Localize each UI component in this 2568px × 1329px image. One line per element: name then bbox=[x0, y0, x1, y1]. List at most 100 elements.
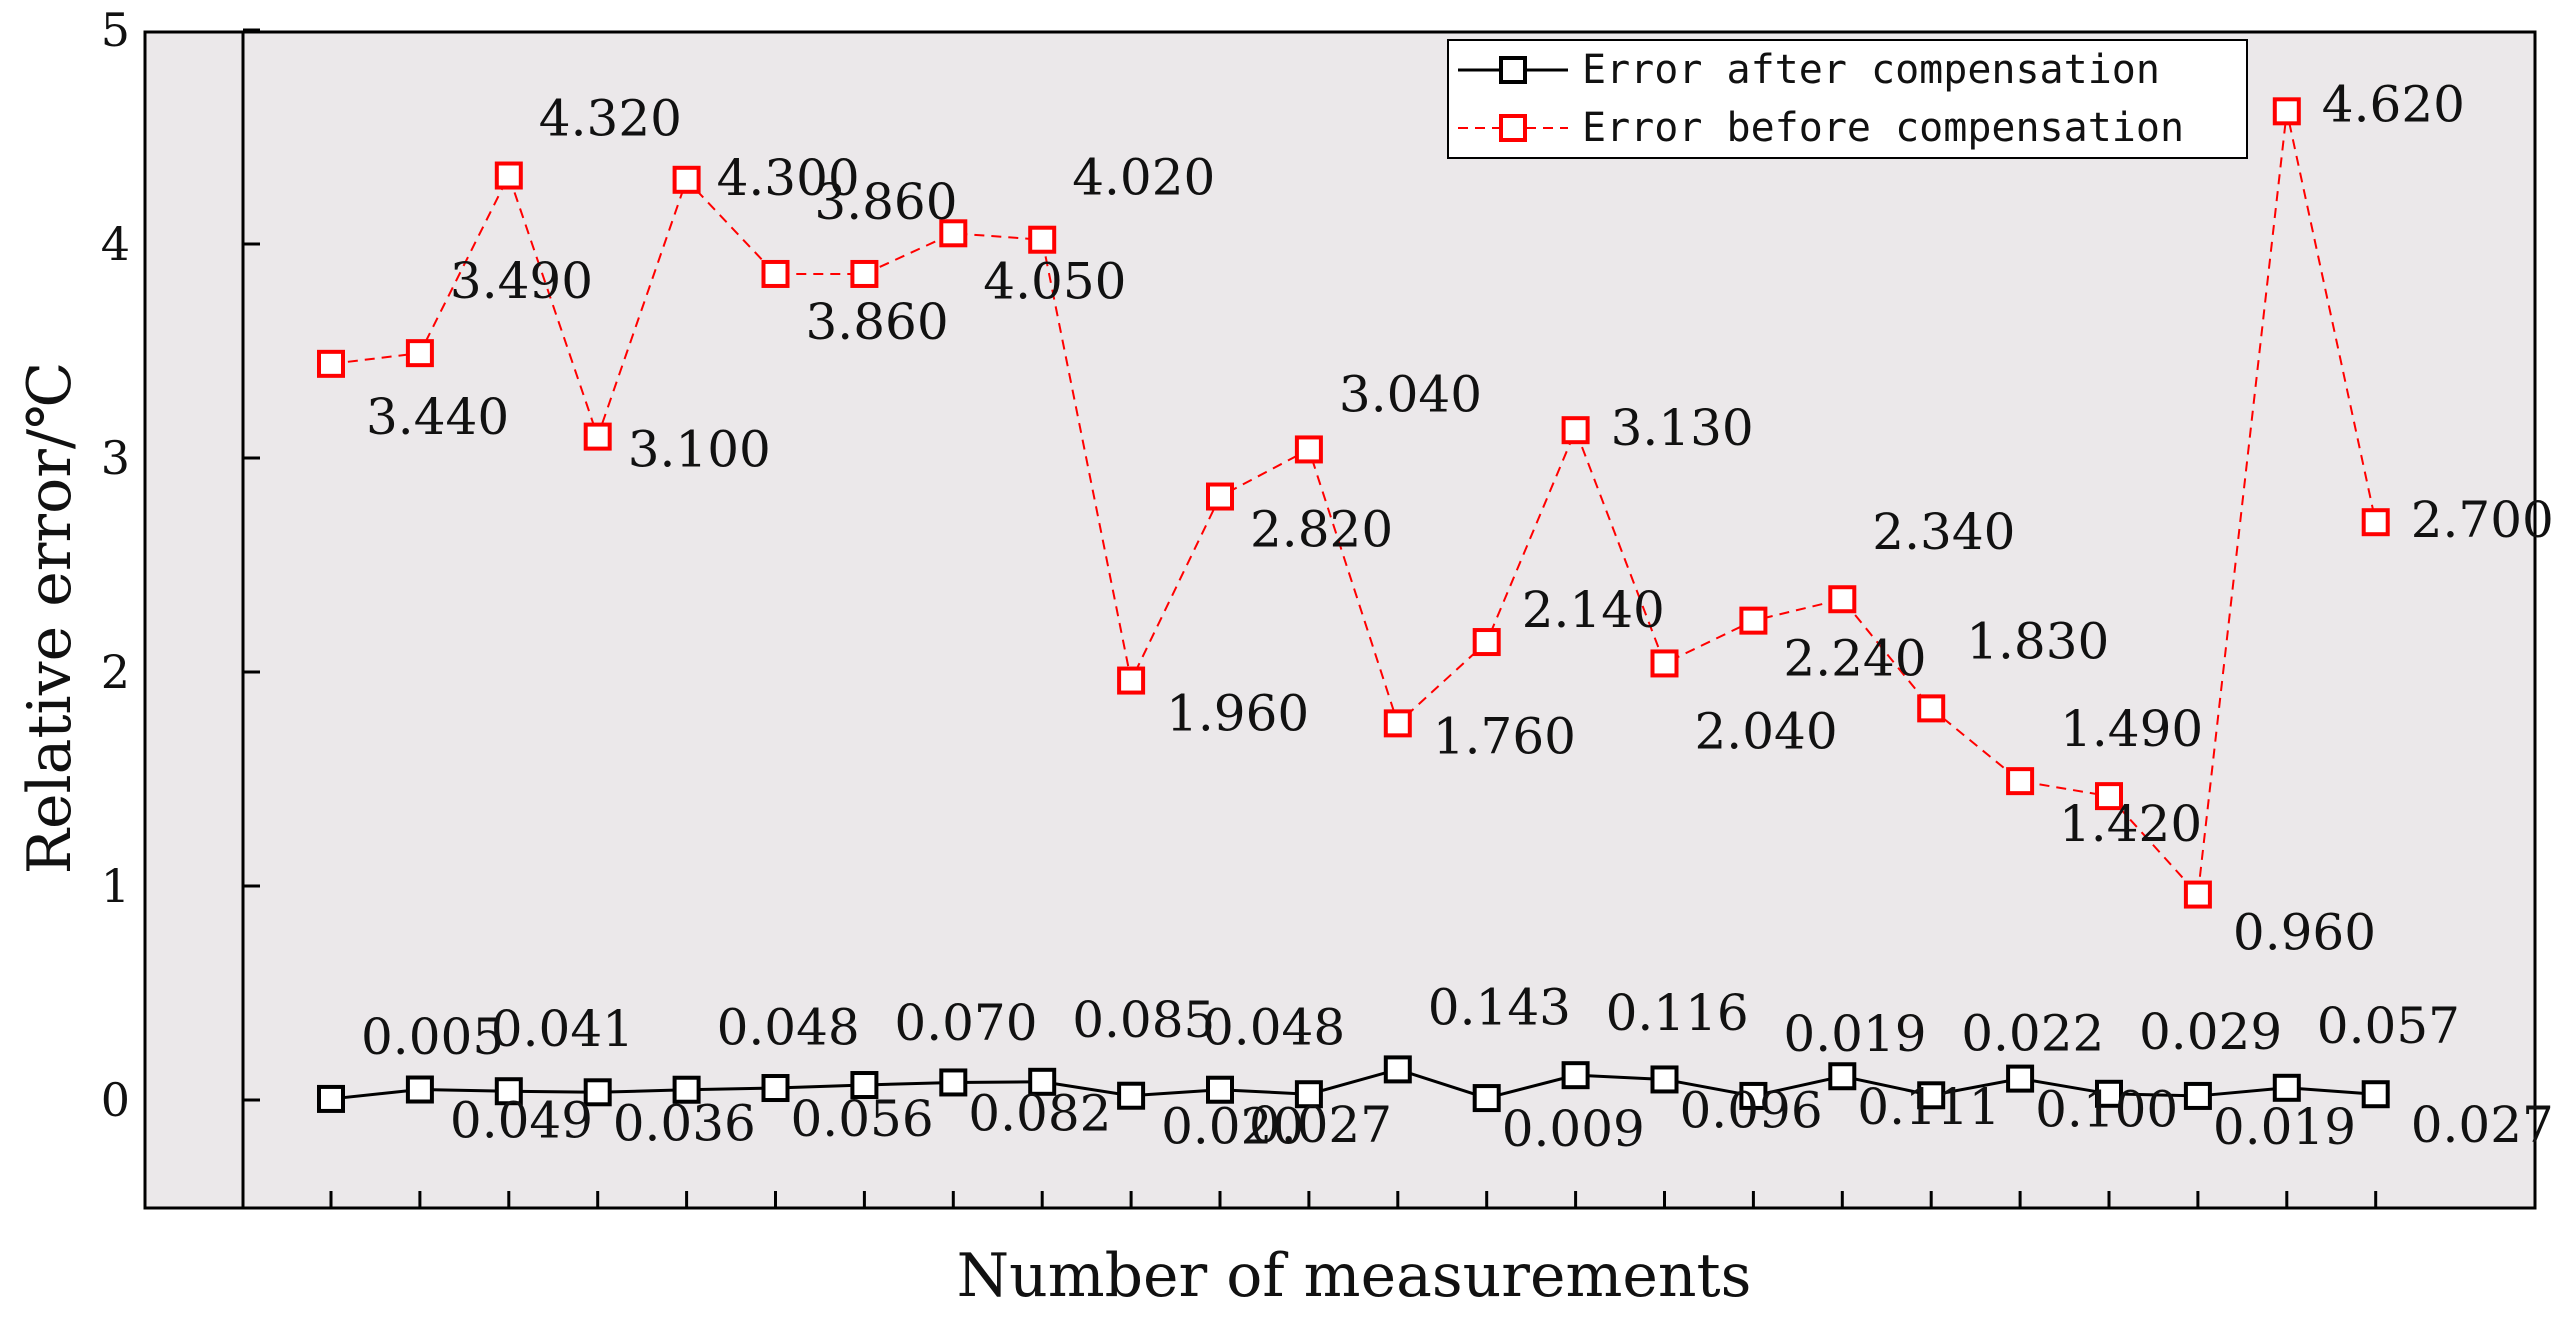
data-point-after bbox=[2361, 1080, 2390, 1109]
legend: Error after compensation Error before com… bbox=[1447, 39, 2248, 159]
data-label-before: 0.960 bbox=[2233, 904, 2376, 962]
data-label-after: 0.057 bbox=[2317, 997, 2460, 1055]
data-point-after bbox=[1028, 1067, 1057, 1096]
data-label-before: 3.860 bbox=[814, 173, 957, 231]
data-label-before: 3.440 bbox=[366, 388, 509, 446]
data-label-after: 0.049 bbox=[450, 1092, 593, 1150]
data-point-before bbox=[1294, 435, 1323, 464]
data-label-after: 0.082 bbox=[968, 1084, 1111, 1142]
data-label-before: 2.700 bbox=[2411, 491, 2554, 549]
data-point-after bbox=[672, 1075, 701, 1104]
data-point-before bbox=[583, 422, 612, 451]
data-point-after bbox=[761, 1074, 790, 1103]
data-point-before bbox=[1561, 416, 1590, 445]
data-label-before: 3.860 bbox=[806, 293, 949, 351]
data-point-after bbox=[2006, 1064, 2035, 1093]
data-label-before: 1.830 bbox=[1966, 612, 2109, 670]
data-point-after bbox=[1206, 1075, 1234, 1104]
data-label-after: 0.027 bbox=[2411, 1096, 2554, 1154]
y-tick-label: 2 bbox=[101, 645, 130, 699]
y-tick-label: 3 bbox=[101, 431, 130, 485]
data-point-after bbox=[850, 1071, 879, 1100]
x-axis-title: Number of measurements bbox=[957, 1241, 1752, 1311]
data-point-after bbox=[2183, 1081, 2212, 1110]
data-point-before bbox=[850, 259, 879, 288]
data-labels: 0.005 0.049 0.041 0.036 0.048 0.056 0.070 0.082… bbox=[361, 75, 2554, 1158]
data-point-after bbox=[1294, 1080, 1323, 1109]
data-point-before bbox=[317, 349, 345, 378]
data-label-after: 0.056 bbox=[791, 1090, 934, 1148]
data-label-before: 4.320 bbox=[539, 90, 682, 148]
y-tick-label: 1 bbox=[101, 859, 130, 913]
data-point-before bbox=[1383, 709, 1412, 738]
data-label-after: 0.041 bbox=[491, 1000, 634, 1058]
data-label-after: 0.116 bbox=[1606, 984, 1749, 1042]
data-label-before: 1.490 bbox=[2060, 700, 2203, 758]
legend-label: Error after compensation bbox=[1582, 47, 2160, 93]
data-point-after bbox=[2272, 1073, 2301, 1102]
data-point-after bbox=[494, 1077, 523, 1106]
data-point-after bbox=[1739, 1081, 1768, 1110]
data-point-after bbox=[2095, 1079, 2123, 1108]
legend-box bbox=[1447, 39, 2248, 159]
plot-area bbox=[143, 30, 2537, 1210]
data-label-before: 2.040 bbox=[1695, 702, 1838, 760]
data-point-before bbox=[2361, 508, 2390, 537]
data-point-before bbox=[1472, 628, 1501, 657]
series-line-before bbox=[330, 111, 2377, 897]
data-label-before: 3.100 bbox=[628, 421, 771, 479]
data-label-after: 0.048 bbox=[1202, 999, 1345, 1057]
data-point-after bbox=[317, 1084, 345, 1113]
data-label-before: 1.760 bbox=[1433, 707, 1576, 765]
data-label-after: 0.029 bbox=[2139, 1003, 2282, 1061]
data-point-before bbox=[2006, 767, 2035, 796]
data-point-after bbox=[1561, 1061, 1590, 1090]
data-point-after bbox=[405, 1075, 434, 1104]
series-line-after bbox=[330, 1067, 2376, 1101]
data-point-before bbox=[494, 161, 523, 190]
data-label-after: 0.085 bbox=[1072, 991, 1215, 1049]
data-label-before: 4.300 bbox=[717, 149, 860, 207]
data-point-before bbox=[1206, 482, 1234, 511]
data-label-after: 0.020 bbox=[1161, 1098, 1304, 1156]
data-point-before bbox=[939, 219, 968, 248]
x-axis-ticks bbox=[329, 1191, 2378, 1208]
data-point-before bbox=[1650, 649, 1679, 678]
data-label-before: 4.620 bbox=[2322, 75, 2465, 133]
data-point-after bbox=[939, 1068, 968, 1097]
data-label-after: 0.036 bbox=[613, 1094, 756, 1152]
data-point-after bbox=[1117, 1081, 1146, 1110]
data-label-before: 1.420 bbox=[2059, 795, 2202, 853]
data-label-before: 3.040 bbox=[1339, 365, 1482, 423]
data-point-before bbox=[2095, 782, 2123, 811]
data-label-after: 0.009 bbox=[1502, 1100, 1645, 1158]
y-axis-ticks: 0 1 2 3 4 5 bbox=[101, 3, 260, 1127]
y-axis-title: Relative error/℃ bbox=[15, 362, 85, 874]
data-point-after bbox=[1917, 1081, 1946, 1110]
data-point-before bbox=[1828, 585, 1857, 614]
y-tick-label: 5 bbox=[101, 3, 130, 57]
data-point-before bbox=[1917, 694, 1946, 723]
data-label-after: 0.070 bbox=[894, 994, 1037, 1052]
data-label-before: 2.340 bbox=[1872, 503, 2015, 561]
data-point-before bbox=[2183, 880, 2212, 909]
data-point-before bbox=[761, 259, 790, 288]
data-point-before bbox=[672, 165, 701, 194]
data-point-before bbox=[405, 339, 434, 368]
legend-label: Error before compensation bbox=[1582, 105, 2184, 151]
data-point-before bbox=[1739, 606, 1768, 635]
data-label-after: 0.111 bbox=[1857, 1078, 2000, 1136]
data-point-after bbox=[1472, 1084, 1501, 1113]
data-label-before: 1.960 bbox=[1166, 685, 1309, 743]
series-layer bbox=[317, 97, 2390, 1113]
data-label-before: 4.020 bbox=[1072, 149, 1215, 207]
y-tick-label: 0 bbox=[101, 1073, 130, 1127]
data-label-before: 3.130 bbox=[1611, 399, 1754, 457]
legend-marker bbox=[1499, 56, 1527, 84]
data-label-before: 2.820 bbox=[1250, 501, 1393, 559]
data-point-before bbox=[1028, 225, 1057, 254]
data-label-after: 0.100 bbox=[2035, 1081, 2178, 1139]
data-label-before: 4.050 bbox=[983, 252, 1126, 310]
